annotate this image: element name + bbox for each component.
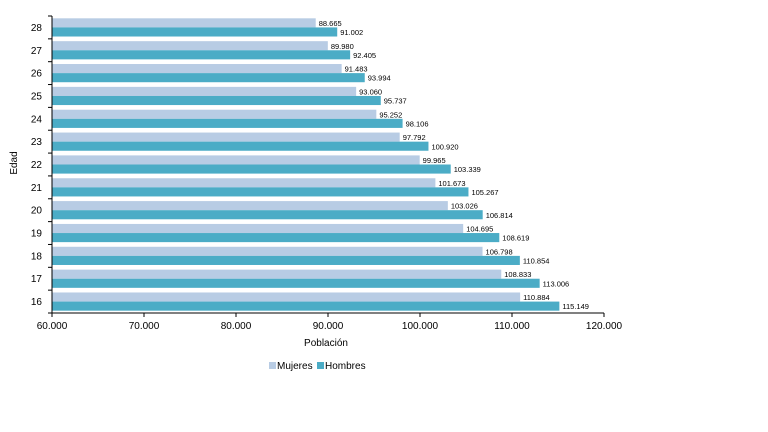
value-label-mujeres-20: 103.026 [451, 202, 478, 211]
x-tick-labels: 60.000 70.000 80.000 90.000 100.000 110.000 12… [37, 313, 623, 332]
legend: Mujeres Hombres [269, 361, 366, 372]
bar-hombres-28 [52, 27, 338, 37]
value-label-hombres-26: 93.994 [368, 74, 391, 83]
bar-hombres-25 [52, 95, 381, 106]
value-label-mujeres-24: 95.252 [379, 110, 402, 119]
bar-mujeres-17 [52, 269, 502, 279]
value-label-hombres-27: 92.405 [353, 51, 376, 60]
value-label-mujeres-25: 93.060 [359, 87, 382, 96]
y-tick-label-17: 17 [31, 274, 43, 285]
value-label-mujeres-27: 89.980 [331, 42, 354, 51]
bar-hombres-24 [52, 118, 403, 128]
y-tick-label-20: 20 [31, 206, 43, 217]
bar-hombres-19 [52, 233, 500, 243]
y-tick-label-19: 19 [31, 229, 43, 240]
y-tick-label-22: 22 [31, 160, 43, 171]
x-tick-label-70.000: 70.000 [129, 321, 160, 332]
value-label-hombres-17: 113.006 [543, 279, 570, 288]
bar-mujeres-22 [52, 155, 420, 165]
value-label-mujeres-23: 97.792 [403, 133, 426, 142]
bar-hombres-16 [52, 301, 560, 311]
bar-mujeres-20 [52, 201, 448, 211]
x-tick-label-80.000: 80.000 [221, 321, 252, 332]
x-tick-label-100.000: 100.000 [402, 321, 439, 332]
legend-label-mujeres: Mujeres [277, 361, 313, 372]
value-label-mujeres-21: 101.673 [438, 179, 465, 188]
y-tick-label-23: 23 [31, 137, 43, 148]
value-label-mujeres-19: 104.695 [466, 225, 493, 234]
value-label-mujeres-18: 106.798 [486, 247, 513, 256]
bar-mujeres-27 [52, 41, 328, 51]
bar-mujeres-19 [52, 223, 464, 234]
value-label-hombres-18: 110.854 [523, 256, 550, 265]
value-label-hombres-23: 100.920 [431, 142, 458, 151]
y-tick-label-18: 18 [31, 251, 43, 262]
bar-mujeres-24 [52, 109, 377, 119]
value-label-mujeres-26: 91.483 [345, 65, 368, 74]
x-tick-label-120.000: 120.000 [586, 321, 623, 332]
bars-layer [52, 18, 560, 311]
x-axis-title: Población [304, 338, 348, 349]
y-tick-label-24: 24 [31, 114, 43, 125]
x-tick-label-110.000: 110.000 [494, 321, 530, 332]
bar-mujeres-16 [52, 292, 521, 302]
value-label-mujeres-22: 99.965 [423, 156, 446, 165]
legend-swatch-mujeres [269, 362, 276, 369]
bar-mujeres-26 [52, 64, 342, 74]
bar-hombres-18 [52, 255, 520, 265]
x-tick-label-60.000: 60.000 [37, 321, 68, 332]
value-label-hombres-25: 95.737 [384, 97, 407, 106]
value-label-hombres-16: 115.149 [562, 302, 589, 311]
value-label-mujeres-16: 110.884 [523, 293, 550, 302]
y-tick-label-26: 26 [31, 69, 43, 80]
value-labels-layer: 110.884 115.149 108.833 113.006 106.798 110.8… [319, 19, 589, 311]
x-tick-label-90.000: 90.000 [313, 321, 344, 332]
value-label-mujeres-17: 108.833 [504, 270, 531, 279]
y-tick-labels: 16 17 18 19 20 21 22 23 24 25 26 27 28 [31, 15, 52, 314]
bar-hombres-22 [52, 164, 451, 174]
y-tick-label-27: 27 [31, 46, 43, 57]
legend-label-hombres: Hombres [325, 361, 366, 372]
bar-hombres-23 [52, 141, 429, 151]
value-label-hombres-19: 108.619 [502, 234, 529, 243]
bar-mujeres-23 [52, 132, 400, 142]
y-axis-title: Edad [9, 151, 20, 174]
value-label-hombres-24: 98.106 [406, 119, 429, 128]
y-tick-label-21: 21 [31, 183, 43, 194]
value-label-hombres-22: 103.339 [454, 165, 481, 174]
bar-mujeres-18 [52, 246, 483, 256]
y-tick-label-25: 25 [31, 91, 43, 102]
value-label-hombres-28: 91.002 [340, 28, 363, 37]
value-label-hombres-21: 105.267 [471, 188, 498, 197]
bar-mujeres-28 [52, 18, 316, 28]
bar-hombres-21 [52, 187, 469, 197]
y-tick-label-28: 28 [31, 23, 43, 34]
bar-hombres-26 [52, 73, 365, 83]
bar-hombres-17 [52, 278, 540, 288]
bar-mujeres-21 [52, 178, 436, 188]
value-label-mujeres-28: 88.665 [319, 19, 342, 28]
bar-hombres-27 [52, 50, 351, 60]
legend-swatch-hombres [317, 362, 324, 369]
bar-mujeres-25 [52, 86, 357, 96]
y-tick-label-16: 16 [31, 297, 43, 308]
bar-hombres-20 [52, 210, 483, 220]
value-label-hombres-20: 106.814 [486, 211, 513, 220]
